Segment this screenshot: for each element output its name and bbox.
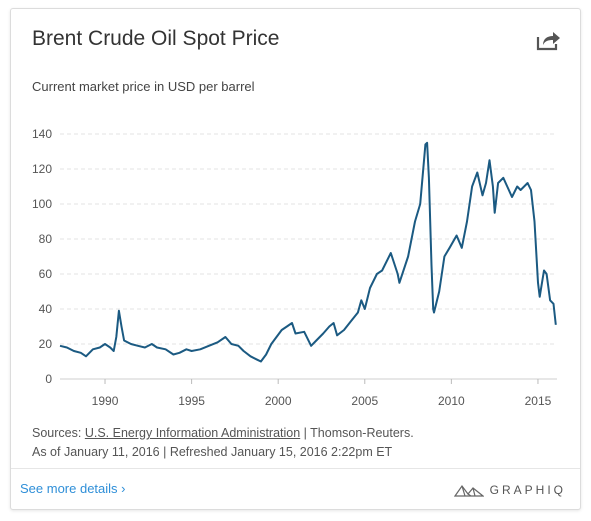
x-tick-label: 2010 [438, 394, 465, 408]
eia-source-link[interactable]: U.S. Energy Information Administration [84, 426, 301, 440]
graphiq-brand-text: GRAPHIQ [489, 483, 566, 497]
share-icon[interactable] [536, 29, 562, 51]
y-tick-label: 120 [32, 162, 52, 176]
sources-block: Sources: U.S. Energy Information Adminis… [32, 424, 414, 462]
y-tick-label: 140 [32, 127, 52, 141]
y-tick-label: 0 [45, 372, 52, 386]
chart-title: Brent Crude Oil Spot Price [32, 27, 280, 50]
line-chart: 0 20 40 60 80 100 120 140 1990 1995 2000 2005 2010 20… [32, 127, 557, 408]
graphiq-logo[interactable]: GRAPHIQ [453, 481, 566, 499]
y-tick-label: 20 [39, 337, 53, 351]
y-tick-label: 80 [39, 232, 53, 246]
y-tick-label: 100 [32, 197, 52, 211]
series-line-0 [59, 141, 557, 363]
x-tick-label: 1995 [178, 394, 205, 408]
sources-suffix: | Thomson-Reuters. [300, 426, 414, 440]
x-tick-label: 1990 [92, 394, 119, 408]
graphiq-logo-icon [453, 484, 484, 497]
sources-prefix: Sources: [32, 426, 82, 440]
x-tick-label: 2000 [265, 394, 292, 408]
see-more-details-link[interactable]: See more details › [20, 481, 126, 496]
y-tick-label: 40 [39, 302, 53, 316]
card-footer: See more details › GRAPHIQ [11, 468, 580, 509]
chart-card: Brent Crude Oil Spot Price Current marke… [10, 8, 581, 510]
as-of-text: As of January 11, 2016 | Refreshed Janua… [32, 445, 393, 459]
x-tick-label: 2015 [525, 394, 552, 408]
y-tick-label: 60 [39, 267, 53, 281]
x-tick-label: 2005 [351, 394, 378, 408]
chart-subtitle: Current market price in USD per barrel [32, 79, 255, 94]
